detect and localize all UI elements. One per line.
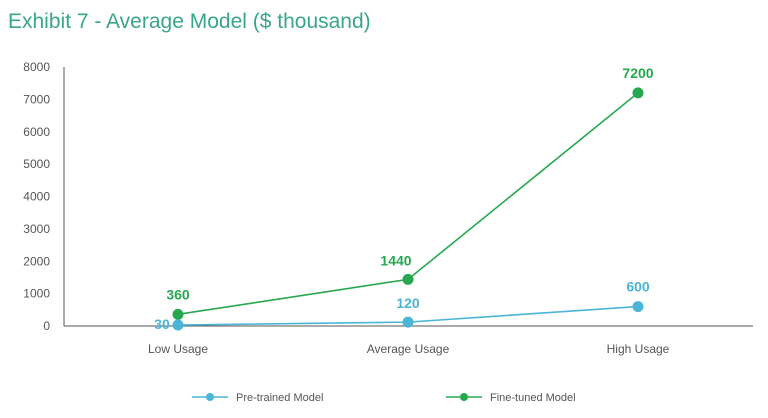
y-tick-label: 2000 [23, 254, 50, 268]
tick-labels: 0 1000 2000 3000 4000 5000 6000 7000 8000 Low Usa… [23, 60, 669, 356]
legend: Pre-trained Model Fine-tuned Model [192, 392, 576, 404]
y-tick-label: 4000 [23, 190, 50, 204]
data-point [632, 301, 644, 313]
data-label: 600 [626, 279, 650, 295]
x-tick-label: High Usage [607, 342, 670, 356]
y-tick-label: 8000 [23, 60, 50, 74]
legend-item-finetuned: Fine-tuned Model [446, 392, 576, 404]
legend-label: Fine-tuned Model [490, 392, 576, 404]
data-point [172, 308, 184, 320]
x-tick-label: Low Usage [148, 342, 208, 356]
y-tick-label: 5000 [23, 157, 50, 171]
y-tick-label: 0 [43, 319, 50, 333]
data-label: 7200 [622, 65, 653, 81]
series-pretrained: 30 120 600 [154, 279, 650, 332]
legend-marker [206, 393, 214, 401]
chart-title: Exhibit 7 - Average Model ($ thousand) [8, 10, 371, 33]
y-tick-label: 1000 [23, 287, 50, 301]
legend-label: Pre-trained Model [236, 392, 323, 404]
data-point [402, 316, 414, 328]
x-tick-label: Average Usage [367, 342, 450, 356]
y-tick-label: 6000 [23, 125, 50, 139]
data-label: 30 [154, 316, 170, 332]
y-tick-label: 3000 [23, 222, 50, 236]
data-label: 360 [166, 286, 190, 302]
legend-item-pretrained: Pre-trained Model [192, 392, 323, 404]
data-label: 1440 [380, 252, 411, 268]
data-point [172, 319, 184, 331]
legend-marker [460, 393, 468, 401]
data-point [402, 273, 414, 285]
data-label: 120 [396, 295, 420, 311]
series-finetuned: 360 1440 7200 [166, 65, 654, 320]
data-point [632, 87, 644, 99]
series-layer: 360 1440 7200 30 120 600 [154, 65, 654, 332]
y-tick-label: 7000 [23, 92, 50, 106]
